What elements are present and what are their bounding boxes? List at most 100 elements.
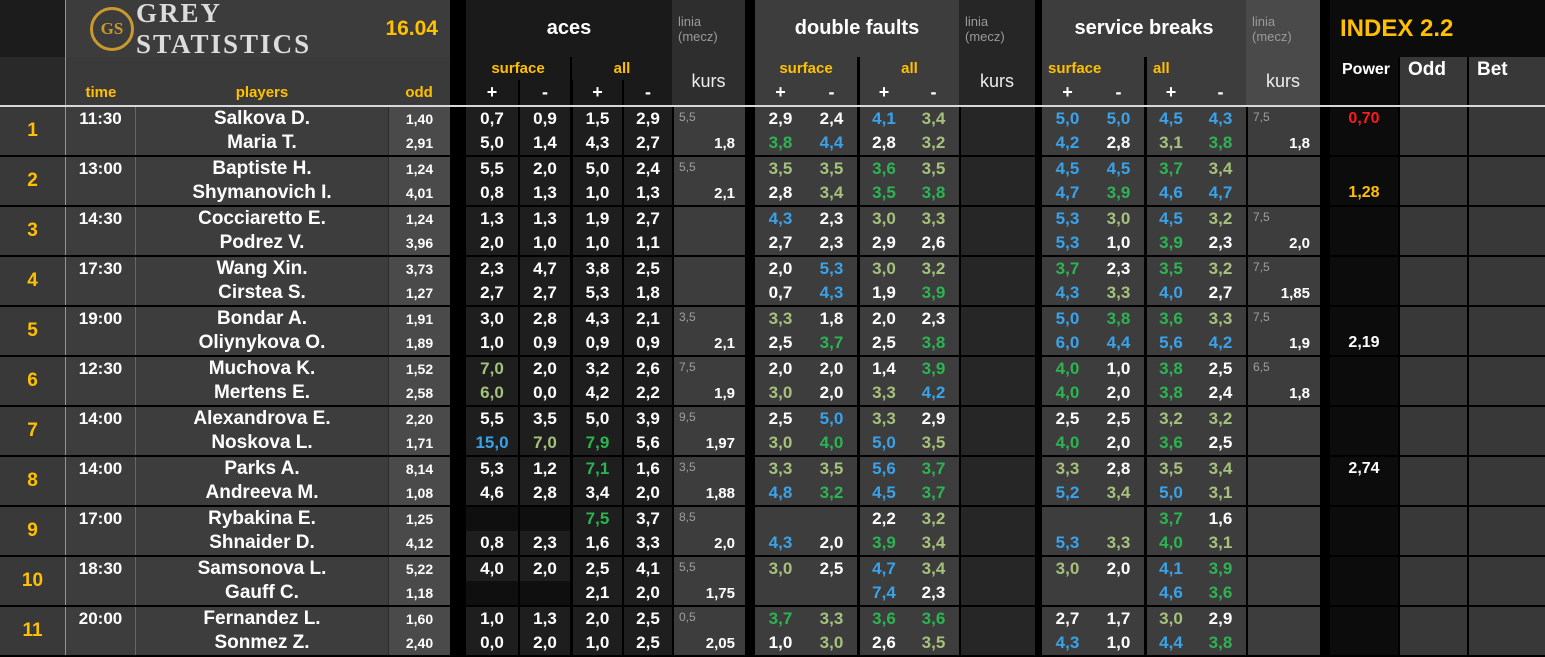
player-name: Cirstea S. — [218, 282, 306, 303]
stat-value: 2,0 — [1106, 383, 1131, 402]
service-breaks-linia-kurs-cell — [1246, 457, 1320, 505]
stat-value: 4,2 — [585, 383, 610, 402]
stat-value: 1,0 — [1106, 633, 1131, 652]
linia-value — [1248, 507, 1320, 531]
stat-value: 3,0 — [1055, 559, 1080, 578]
minus-label: - — [518, 80, 570, 105]
odd-index-cell — [1398, 357, 1467, 405]
service-breaks-all-minus: 2,5 2,4 — [1195, 357, 1246, 405]
odds-cell: 1,24 3,96 — [388, 207, 450, 255]
linia-value — [1248, 157, 1320, 181]
service-breaks-surface-minus: 2,0 — [1093, 557, 1144, 605]
mecz-label: (mecz) — [1252, 28, 1292, 44]
stat-value: 1,0 — [480, 609, 504, 628]
time-value: 13:00 — [78, 159, 123, 178]
stat-value: 3,2 — [1208, 259, 1233, 278]
service-breaks-surface-minus: 2,8 3,4 — [1093, 457, 1144, 505]
minus-label: - — [622, 80, 672, 105]
match-time: 14:00 — [65, 457, 135, 505]
stat-value: 3,5 — [921, 159, 946, 178]
odd-header-spacer — [1398, 82, 1467, 105]
power-cell — [1330, 607, 1398, 655]
bet-cell — [1467, 507, 1545, 555]
double-faults-surface-minus: 2,3 2,3 — [806, 207, 857, 255]
kurs-value: 1,9 — [714, 384, 735, 402]
stat-value: 0,0 — [480, 633, 504, 652]
service-breaks-surface-minus: 5,0 2,8 — [1093, 107, 1144, 155]
aces-surface-minus: 2,8 0,9 — [518, 307, 570, 355]
stat-value: 7,9 — [585, 433, 610, 452]
linia-value: 7,5 — [1253, 310, 1270, 324]
stat-value: 0,8 — [480, 533, 504, 552]
stat-value: 4,3 — [819, 283, 844, 302]
player-name: Muchova K. — [208, 358, 316, 379]
time-value: 19:00 — [78, 309, 123, 328]
stat-value: 1,3 — [533, 209, 557, 228]
section-title-service-breaks: service breaks — [1042, 0, 1246, 57]
power-value — [1330, 157, 1398, 181]
time-spacer — [66, 581, 135, 605]
power-value — [1330, 307, 1398, 331]
stat-value: 5,0 — [1106, 109, 1131, 128]
power-value — [1330, 231, 1398, 255]
stat-value: 5,3 — [1055, 533, 1080, 552]
power-cell — [1330, 257, 1398, 305]
stat-value: 2,4 — [819, 109, 844, 128]
linia-value: 9,5 — [679, 410, 696, 424]
stat-value: 4,0 — [1159, 283, 1183, 302]
stat-value: 2,6 — [921, 233, 946, 252]
stat-value: 4,2 — [1208, 333, 1233, 352]
stat-value: 4,5 — [872, 483, 896, 502]
divider — [450, 307, 466, 355]
power-cell: 2,19 — [1330, 307, 1398, 355]
stat-value: 6,0 — [480, 383, 504, 402]
bet-cell — [1467, 207, 1545, 255]
kurs-value: 1,85 — [1280, 284, 1310, 302]
stat-value: 4,5 — [1055, 159, 1080, 178]
aces-surface-minus: 1,3 1,0 — [518, 207, 570, 255]
player-name: Oliynykova O. — [198, 332, 326, 353]
double-faults-all-plus: 3,0 1,9 — [857, 257, 908, 305]
service-breaks-all-minus: 3,4 4,7 — [1195, 157, 1246, 205]
service-breaks-linia-kurs-cell — [1246, 157, 1320, 205]
aces-all-plus: 4,3 0,9 — [570, 307, 622, 355]
stat-value: 1,3 — [480, 209, 504, 228]
service-breaks-all-minus: 3,3 4,2 — [1195, 307, 1246, 355]
stat-value: 1,0 — [1106, 233, 1131, 252]
linia-label: linia — [678, 13, 702, 29]
stat-value: 4,7 — [872, 559, 896, 578]
divider — [1320, 507, 1330, 555]
aces-all-plus: 2,5 2,1 — [570, 557, 622, 605]
service-breaks-all-minus: 3,9 3,6 — [1195, 557, 1246, 605]
kurs-value — [674, 231, 745, 255]
player-name: Baptiste H. — [212, 158, 312, 179]
aces-subheaders: surface all + - + - — [466, 57, 672, 105]
double-faults-all-minus: 3,4 3,2 — [908, 107, 959, 155]
stat-value: 4,0 — [1159, 533, 1183, 552]
stat-value: 3,8 — [1208, 133, 1233, 152]
double-faults-surface-minus: 2,5 — [806, 557, 857, 605]
stat-value: 3,2 — [1208, 409, 1233, 428]
double-faults-all-minus: 3,2 3,9 — [908, 257, 959, 305]
stat-value: 2,5 — [819, 559, 844, 578]
linia-value — [1248, 607, 1320, 631]
aces-all-minus: 2,9 2,7 — [622, 107, 672, 155]
double-faults-linia-kurs-cell — [959, 157, 1035, 205]
minus-label: - — [828, 82, 835, 102]
power-cell — [1330, 507, 1398, 555]
power-value: 2,74 — [1348, 460, 1380, 477]
linia-value: 7,5 — [679, 360, 696, 374]
stat-value: 1,0 — [585, 233, 610, 252]
double-faults-linia-kurs-cell — [959, 607, 1035, 655]
brand-name: GREY STATISTICS — [136, 0, 312, 59]
stat-value: 2,0 — [585, 609, 610, 628]
bet-cell — [1467, 557, 1545, 605]
player-odd: 4,12 — [405, 535, 434, 551]
divider — [1035, 607, 1042, 655]
odds-cell: 1,91 1,89 — [388, 307, 450, 355]
linia-value — [1248, 407, 1320, 431]
linia-value: 7,5 — [1253, 210, 1270, 224]
service-breaks-subheaders: surface all + - + - — [1042, 57, 1246, 105]
stat-value: 3,2 — [1159, 409, 1183, 428]
kurs-value: 2,0 — [714, 534, 735, 552]
